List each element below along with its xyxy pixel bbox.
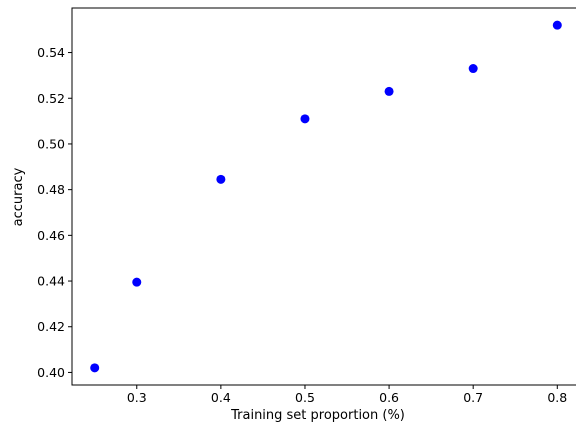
data-point: [216, 174, 226, 184]
x-tick-label: 0.8: [547, 390, 567, 405]
x-axis-label: Training set proportion (%): [230, 408, 405, 423]
data-point: [90, 363, 100, 373]
y-tick-label: 0.46: [37, 228, 65, 243]
y-tick-label: 0.42: [37, 319, 65, 334]
y-tick-label: 0.44: [37, 274, 65, 289]
data-point: [384, 86, 394, 96]
y-tick-label: 0.54: [37, 45, 65, 60]
y-tick-label: 0.48: [37, 182, 65, 197]
y-tick-label: 0.52: [37, 91, 65, 106]
y-axis-label: accuracy: [11, 167, 26, 226]
plot-area: [72, 8, 576, 385]
x-tick-label: 0.5: [295, 390, 315, 405]
y-tick-label: 0.40: [37, 365, 65, 380]
data-point: [468, 64, 478, 74]
data-point: [552, 20, 562, 30]
x-tick-label: 0.6: [379, 390, 399, 405]
x-tick-label: 0.3: [127, 390, 147, 405]
x-tick-label: 0.4: [211, 390, 231, 405]
x-tick-label: 0.7: [463, 390, 483, 405]
ticks-layer: 0.3 0.4 0.5 0.6 0.7 0.8 0.40 0.42 0.44 0.46 0.48 0.…: [37, 45, 567, 405]
plot-frame: [71, 7, 576, 386]
data-point: [132, 277, 142, 287]
points-layer: [90, 20, 562, 373]
y-tick-label: 0.50: [37, 136, 65, 151]
data-point: [300, 114, 310, 124]
